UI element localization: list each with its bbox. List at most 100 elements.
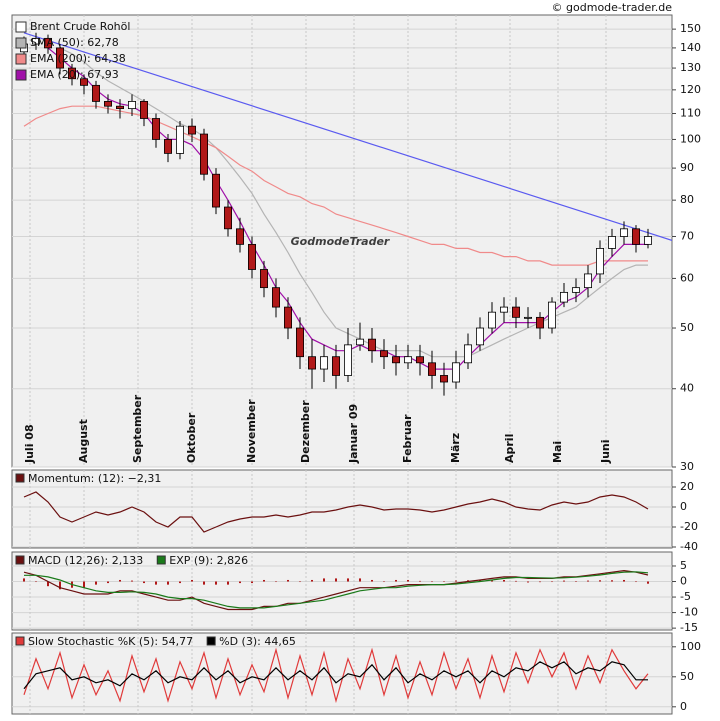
histogram-bar bbox=[59, 581, 61, 590]
candle-body bbox=[68, 67, 77, 80]
x-tick-label: Juni bbox=[599, 439, 612, 464]
histogram-bar bbox=[203, 581, 205, 585]
candle-body bbox=[463, 344, 472, 364]
candle-body bbox=[343, 344, 352, 376]
candle-body bbox=[499, 306, 508, 313]
y-tick-label: 60 bbox=[680, 271, 694, 284]
candle-body bbox=[379, 350, 388, 358]
candle-body bbox=[151, 118, 160, 140]
histogram-bar bbox=[227, 581, 229, 585]
candle-body bbox=[175, 125, 184, 154]
histogram-bar bbox=[563, 580, 565, 582]
candle-body bbox=[116, 105, 125, 110]
y-tick-label: 100 bbox=[680, 640, 701, 653]
y-tick-label: 0 bbox=[680, 500, 687, 513]
legend-swatch bbox=[15, 473, 25, 483]
series-line bbox=[23, 491, 649, 533]
histogram-bar bbox=[299, 581, 301, 583]
histogram-bar bbox=[347, 578, 349, 582]
y-tick-label: 100 bbox=[680, 132, 701, 145]
plot-area bbox=[23, 491, 649, 533]
histogram-bar bbox=[47, 581, 49, 587]
y-tick-label: 0 bbox=[680, 575, 687, 588]
trendline bbox=[23, 32, 672, 241]
legend-swatch bbox=[15, 53, 27, 65]
legend-swatch bbox=[15, 555, 25, 565]
candle-body bbox=[127, 101, 136, 110]
histogram-bar bbox=[515, 580, 517, 582]
histogram-bar bbox=[167, 581, 169, 585]
y-tick-label: 90 bbox=[680, 161, 694, 174]
candle-body bbox=[163, 139, 172, 154]
histogram-bar bbox=[119, 579, 121, 582]
candle-body bbox=[44, 37, 53, 49]
series-line bbox=[23, 647, 649, 704]
histogram-bar bbox=[287, 579, 289, 582]
histogram-bar bbox=[359, 578, 361, 582]
candle-body bbox=[283, 306, 292, 329]
histogram-bar bbox=[443, 581, 445, 583]
histogram-bar bbox=[215, 581, 217, 585]
x-tick-label: August bbox=[77, 419, 90, 463]
source: © godmode-trader.de bbox=[552, 1, 673, 14]
watermark: GodmodeTrader bbox=[291, 235, 390, 248]
histogram-bar bbox=[491, 579, 493, 582]
histogram-bar bbox=[107, 581, 109, 584]
legend-swatch bbox=[15, 69, 27, 81]
histogram-bar bbox=[407, 579, 409, 582]
histogram-bar bbox=[35, 581, 37, 583]
plot-area bbox=[23, 569, 649, 611]
candle-body bbox=[584, 273, 593, 289]
candle-body bbox=[104, 101, 113, 107]
candle-body bbox=[427, 362, 436, 376]
histogram-bar bbox=[335, 578, 337, 582]
candle-body bbox=[536, 316, 545, 329]
x-tick-label: März bbox=[449, 433, 462, 463]
histogram-bar bbox=[311, 579, 313, 582]
y-tick-label: -10 bbox=[680, 606, 698, 619]
histogram-bar bbox=[479, 579, 481, 582]
plot-area bbox=[23, 647, 649, 704]
legend-label: SMA (50): 62,78 bbox=[30, 36, 119, 49]
histogram-bar bbox=[587, 580, 589, 582]
candle-body bbox=[187, 125, 196, 135]
candle-body bbox=[524, 316, 533, 319]
x-tick-label: Mai bbox=[551, 441, 564, 463]
histogram-bar bbox=[251, 581, 253, 584]
y-tick-label: 150 bbox=[680, 22, 701, 35]
x-tick-label: Juli 08 bbox=[23, 424, 36, 464]
candle-body bbox=[367, 338, 376, 352]
y-tick-label: -40 bbox=[680, 540, 698, 553]
plot-frame bbox=[11, 469, 673, 549]
histogram-bar bbox=[83, 581, 85, 588]
series-line bbox=[23, 661, 648, 690]
x-tick-label: Dezember bbox=[299, 400, 312, 463]
histogram-bar bbox=[263, 579, 265, 582]
candle-body bbox=[235, 228, 244, 245]
histogram-bar bbox=[623, 579, 625, 582]
histogram-bar bbox=[323, 578, 325, 582]
histogram-bar bbox=[611, 580, 613, 582]
candle-body bbox=[451, 362, 460, 383]
candle-body bbox=[644, 236, 653, 245]
histogram-bar bbox=[539, 581, 541, 583]
y-tick-label: 20 bbox=[680, 480, 694, 493]
candle-body bbox=[620, 228, 629, 237]
histogram-bar bbox=[503, 579, 505, 582]
candle-body bbox=[331, 356, 340, 376]
histogram-bar bbox=[131, 580, 133, 582]
histogram-bar bbox=[551, 581, 553, 583]
y-tick-label: 120 bbox=[680, 83, 701, 96]
y-tick-label: 5 bbox=[680, 559, 687, 572]
histogram-bar bbox=[239, 581, 241, 584]
candle-body bbox=[415, 356, 424, 364]
y-tick-label: 140 bbox=[680, 41, 701, 54]
candle-body bbox=[319, 356, 328, 370]
plot-area bbox=[19, 32, 672, 396]
legend-swatch bbox=[206, 636, 216, 646]
candle-body bbox=[56, 47, 65, 69]
legend-label: %D (3): 44,65 bbox=[219, 635, 296, 648]
legend-label: Momentum: (12): −2,31 bbox=[28, 472, 161, 485]
y-tick-label: -15 bbox=[680, 621, 698, 634]
